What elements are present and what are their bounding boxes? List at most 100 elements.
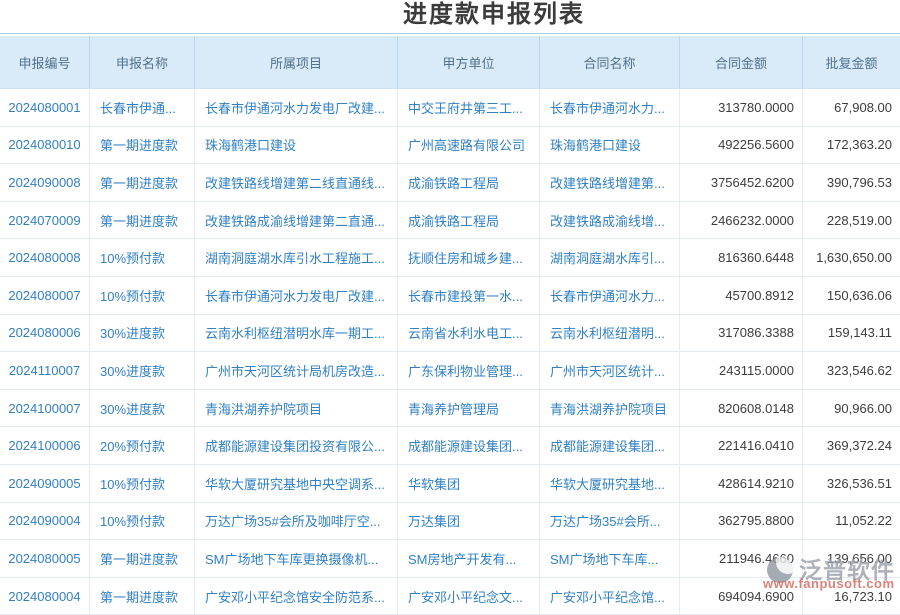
cell-name[interactable]: 长春市伊通... [90,89,195,126]
cell-party_a[interactable]: 青海养护管理局 [398,389,540,427]
cell-id[interactable]: 2024090004 [0,502,90,540]
cell-name[interactable]: 10%预付款 [90,502,195,540]
table-row[interactable]: 2024100007 30%进度款 青海洪湖养护院项目 青海养护管理局 青海洪湖养护院项… [0,389,900,428]
cell-contract[interactable]: 广州市天河区统计... [540,352,680,389]
cell-contract[interactable]: 云南水利枢纽潜明... [540,314,680,352]
cell-party_a[interactable]: 云南省水利水电工... [398,314,540,352]
cell-id[interactable]: 2024090005 [0,464,90,502]
cell-party_a[interactable]: 成渝铁路工程局 [398,164,540,201]
cell-project[interactable]: 华软大厦研究基地中央空调系... [195,464,398,502]
cell-approved_amount: 16,723.10 [834,588,892,604]
cell-id[interactable]: 2024090008 [0,164,90,201]
cell-approved_amount: 1,630,650.00 [816,250,892,266]
cell-contract[interactable]: 湖南洞庭湖水库引... [540,239,680,276]
table-row[interactable]: 2024080006 30%进度款 云南水利枢纽潜明水库一期工... 云南省水利水电工… [0,314,900,353]
cell-approved_amount: 150,636.06 [826,287,892,303]
cell-name[interactable]: 第一期进度款 [90,540,195,577]
cell-name[interactable]: 第一期进度款 [90,201,195,239]
cell-id[interactable]: 2024100006 [0,427,90,464]
cell-contract_amount: 243115.0000 [680,352,803,389]
cell-party_a[interactable]: 万达集团 [398,502,540,540]
cell-contract[interactable]: 青海洪湖养护院项目 [540,389,680,427]
cell-project[interactable]: 成都能源建设集团投资有限公... [195,427,398,464]
cell-name[interactable]: 30%进度款 [90,352,195,389]
cell-party_a[interactable]: 广东保利物业管理... [398,352,540,389]
cell-project[interactable]: 改建铁路线增建第二线直通线... [195,164,398,201]
cell-approved_amount: 326,536.51 [826,475,892,491]
cell-party_a[interactable]: 长春市建投第一水... [398,276,540,314]
cell-project[interactable]: 长春市伊通河水力发电厂改建... [195,276,398,314]
cell-name[interactable]: 30%进度款 [90,314,195,352]
table-row[interactable]: 2024070009 第一期进度款 改建铁路成渝线增建第二直通... 成渝铁路工程局改… [0,201,900,240]
cell-contract[interactable]: 长春市伊通河水力... [540,89,680,126]
table-row[interactable]: 2024100006 20%预付款 成都能源建设集团投资有限公... 成都能源建设集团… [0,427,900,465]
cell-project[interactable]: 珠海鹤港口建设 [195,126,398,164]
cell-id[interactable]: 2024080010 [0,126,90,164]
cell-name[interactable]: 第一期进度款 [90,126,195,164]
table-row[interactable]: 2024080005 第一期进度款 SM广场地下车库更换摄像机... SM房地产开发有… [0,540,900,578]
table-row[interactable]: 2024080010 第一期进度款 珠海鹤港口建设 广州高速路有限公司 珠海鹤港口建设 4… [0,126,900,165]
cell-name[interactable]: 30%进度款 [90,389,195,427]
cell-contract_amount: 313780.0000 [680,89,803,126]
table-row[interactable]: 2024080007 10%预付款 长春市伊通河水力发电厂改建... 长春市建投第一水… [0,276,900,315]
cell-project[interactable]: SM广场地下车库更换摄像机... [195,540,398,577]
table-row[interactable]: 2024090004 10%预付款 万达广场35#会所及咖啡厅空... 万达集团 万达广… [0,502,900,541]
table-row[interactable]: 2024090008 第一期进度款 改建铁路线增建第二线直通线... 成渝铁路工程局改… [0,164,900,202]
cell-project[interactable]: 改建铁路成渝线增建第二直通... [195,201,398,239]
cell-id[interactable]: 2024080006 [0,314,90,352]
cell-id[interactable]: 2024080001 [0,89,90,126]
cell-contract[interactable]: 长春市伊通河水力... [540,276,680,314]
table-row[interactable]: 2024090005 10%预付款 华软大厦研究基地中央空调系... 华软集团 华软大厦… [0,464,900,503]
column-header-contract: 合同名称 [540,36,680,88]
cell-project[interactable]: 万达广场35#会所及咖啡厅空... [195,502,398,540]
cell-id[interactable]: 2024070009 [0,201,90,239]
column-header-contract_amount: 合同金额 [680,36,803,88]
cell-project[interactable]: 湖南洞庭湖水库引水工程施工... [195,239,398,276]
table-row[interactable]: 2024110007 30%进度款 广州市天河区统计局机房改造... 广东保利物业管理… [0,352,900,390]
cell-id[interactable]: 2024080005 [0,540,90,577]
cell-party_a[interactable]: 华软集团 [398,464,540,502]
table-row[interactable]: 2024080001 长春市伊通... 长春市伊通河水力发电厂改建... 中交王府井第… [0,89,900,127]
cell-project[interactable]: 广安邓小平纪念馆安全防范系... [195,577,398,615]
cell-party_a[interactable]: SM房地产开发有... [398,540,540,577]
cell-approved_amount: 323,546.62 [826,362,892,378]
cell-contract[interactable]: 珠海鹤港口建设 [540,126,680,164]
cell-project[interactable]: 青海洪湖养护院项目 [195,389,398,427]
table-row[interactable]: 2024080004 第一期进度款 广安邓小平纪念馆安全防范系... 广安邓小平纪念文… [0,577,900,615]
cell-name[interactable]: 10%预付款 [90,239,195,276]
cell-contract_amount: 3756452.6200 [680,164,803,201]
cell-id[interactable]: 2024100007 [0,389,90,427]
cell-name[interactable]: 10%预付款 [90,276,195,314]
column-header-party_a: 甲方单位 [398,36,540,88]
cell-name[interactable]: 20%预付款 [90,427,195,464]
cell-party_a[interactable]: 广安邓小平纪念文... [398,577,540,615]
declaration-table: 申报编号 申报名称 所属项目 甲方单位 合同名称 合同金额 批复金额 2024080001 长… [0,33,900,615]
cell-contract[interactable]: 改建铁路成渝线增... [540,201,680,239]
cell-name[interactable]: 10%预付款 [90,464,195,502]
cell-name[interactable]: 第一期进度款 [90,577,195,615]
cell-party_a[interactable]: 成渝铁路工程局 [398,201,540,239]
cell-id[interactable]: 2024080007 [0,276,90,314]
cell-name[interactable]: 第一期进度款 [90,164,195,201]
cell-project[interactable]: 长春市伊通河水力发电厂改建... [195,89,398,126]
cell-id[interactable]: 2024080004 [0,577,90,615]
table-body: 2024080001 长春市伊通... 长春市伊通河水力发电厂改建... 中交王府井第… [0,89,900,615]
cell-contract_amount: 694094.6900 [680,577,803,615]
cell-contract_amount: 45700.8912 [680,276,803,314]
cell-contract[interactable]: SM广场地下车库... [540,540,680,577]
cell-contract[interactable]: 广安邓小平纪念馆... [540,577,680,615]
cell-id[interactable]: 2024110007 [0,352,90,389]
cell-party_a[interactable]: 中交王府井第三工... [398,89,540,126]
cell-contract[interactable]: 华软大厦研究基地... [540,464,680,502]
cell-contract[interactable]: 万达广场35#会所... [540,502,680,540]
cell-project[interactable]: 云南水利枢纽潜明水库一期工... [195,314,398,352]
cell-party_a[interactable]: 成都能源建设集团... [398,427,540,464]
cell-contract[interactable]: 成都能源建设集团... [540,427,680,464]
cell-party_a[interactable]: 抚顺住房和城乡建... [398,239,540,276]
cell-party_a[interactable]: 广州高速路有限公司 [398,126,540,164]
cell-project[interactable]: 广州市天河区统计局机房改造... [195,352,398,389]
table-row[interactable]: 2024080008 10%预付款 湖南洞庭湖水库引水工程施工... 抚顺住房和城乡建… [0,239,900,277]
cell-approved_amount: 228,519.00 [826,212,892,228]
cell-contract[interactable]: 改建铁路线增建第... [540,164,680,201]
cell-id[interactable]: 2024080008 [0,239,90,276]
